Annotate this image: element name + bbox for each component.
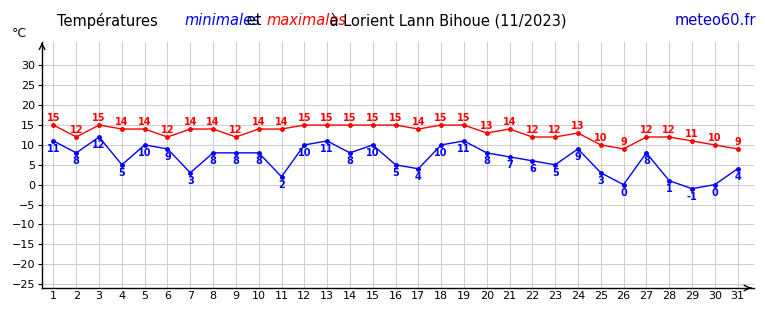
Text: 8: 8: [73, 156, 80, 166]
Text: 12: 12: [662, 124, 676, 135]
Text: 14: 14: [503, 117, 516, 127]
Text: 8: 8: [256, 156, 262, 166]
Text: 11: 11: [457, 144, 470, 154]
Text: 11: 11: [685, 129, 698, 139]
Text: 15: 15: [366, 113, 379, 123]
Text: 0: 0: [711, 188, 718, 198]
Text: 3: 3: [597, 176, 604, 186]
Text: 8: 8: [233, 156, 239, 166]
Text: 7: 7: [506, 160, 513, 170]
Text: -1: -1: [686, 192, 698, 202]
Text: 15: 15: [93, 113, 106, 123]
Text: 15: 15: [389, 113, 402, 123]
Text: 8: 8: [347, 156, 353, 166]
Text: 4: 4: [734, 172, 741, 182]
Text: 14: 14: [184, 117, 197, 127]
Text: 5: 5: [119, 168, 125, 178]
Text: 15: 15: [298, 113, 311, 123]
Text: 14: 14: [138, 117, 151, 127]
Text: 8: 8: [483, 156, 490, 166]
Text: 12: 12: [161, 124, 174, 135]
Text: 15: 15: [435, 113, 448, 123]
Text: 11: 11: [47, 144, 60, 154]
Text: 12: 12: [230, 124, 243, 135]
Text: 14: 14: [275, 117, 288, 127]
Text: 5: 5: [552, 168, 558, 178]
Text: 5: 5: [392, 168, 399, 178]
Text: 10: 10: [366, 148, 379, 158]
Text: 12: 12: [526, 124, 539, 135]
Text: 10: 10: [594, 132, 607, 142]
Text: 12: 12: [93, 140, 106, 150]
Text: 10: 10: [435, 148, 448, 158]
Text: 13: 13: [571, 121, 584, 131]
Text: 15: 15: [47, 113, 60, 123]
Text: 9: 9: [164, 152, 171, 162]
Text: 9: 9: [734, 137, 741, 147]
Text: meteo60.fr: meteo60.fr: [674, 13, 756, 28]
Text: 6: 6: [529, 164, 536, 174]
Text: à Lorient Lann Bihoue (11/2023): à Lorient Lann Bihoue (11/2023): [325, 13, 567, 28]
Text: 14: 14: [412, 117, 425, 127]
Text: 1: 1: [666, 184, 672, 194]
Text: 11: 11: [321, 144, 334, 154]
Text: 12: 12: [640, 124, 653, 135]
Text: 0: 0: [620, 188, 627, 198]
Text: 9: 9: [575, 152, 581, 162]
Text: 9: 9: [620, 137, 627, 147]
Text: 14: 14: [207, 117, 220, 127]
Text: 14: 14: [252, 117, 265, 127]
Text: 15: 15: [321, 113, 334, 123]
Text: 15: 15: [457, 113, 470, 123]
Text: 10: 10: [138, 148, 151, 158]
Text: 8: 8: [210, 156, 216, 166]
Text: 4: 4: [415, 172, 422, 182]
Text: et: et: [242, 13, 261, 28]
Text: maximales: maximales: [266, 13, 347, 28]
Text: 12: 12: [549, 124, 562, 135]
Text: Températures: Températures: [57, 13, 163, 29]
Text: 8: 8: [643, 156, 649, 166]
Text: 14: 14: [116, 117, 129, 127]
Text: 3: 3: [187, 176, 194, 186]
Text: 10: 10: [708, 132, 721, 142]
Text: °C: °C: [11, 27, 27, 40]
Text: 13: 13: [480, 121, 493, 131]
Text: 12: 12: [70, 124, 83, 135]
Text: 15: 15: [343, 113, 356, 123]
Text: minimales: minimales: [184, 13, 260, 28]
Text: 10: 10: [298, 148, 311, 158]
Text: 2: 2: [278, 180, 285, 190]
